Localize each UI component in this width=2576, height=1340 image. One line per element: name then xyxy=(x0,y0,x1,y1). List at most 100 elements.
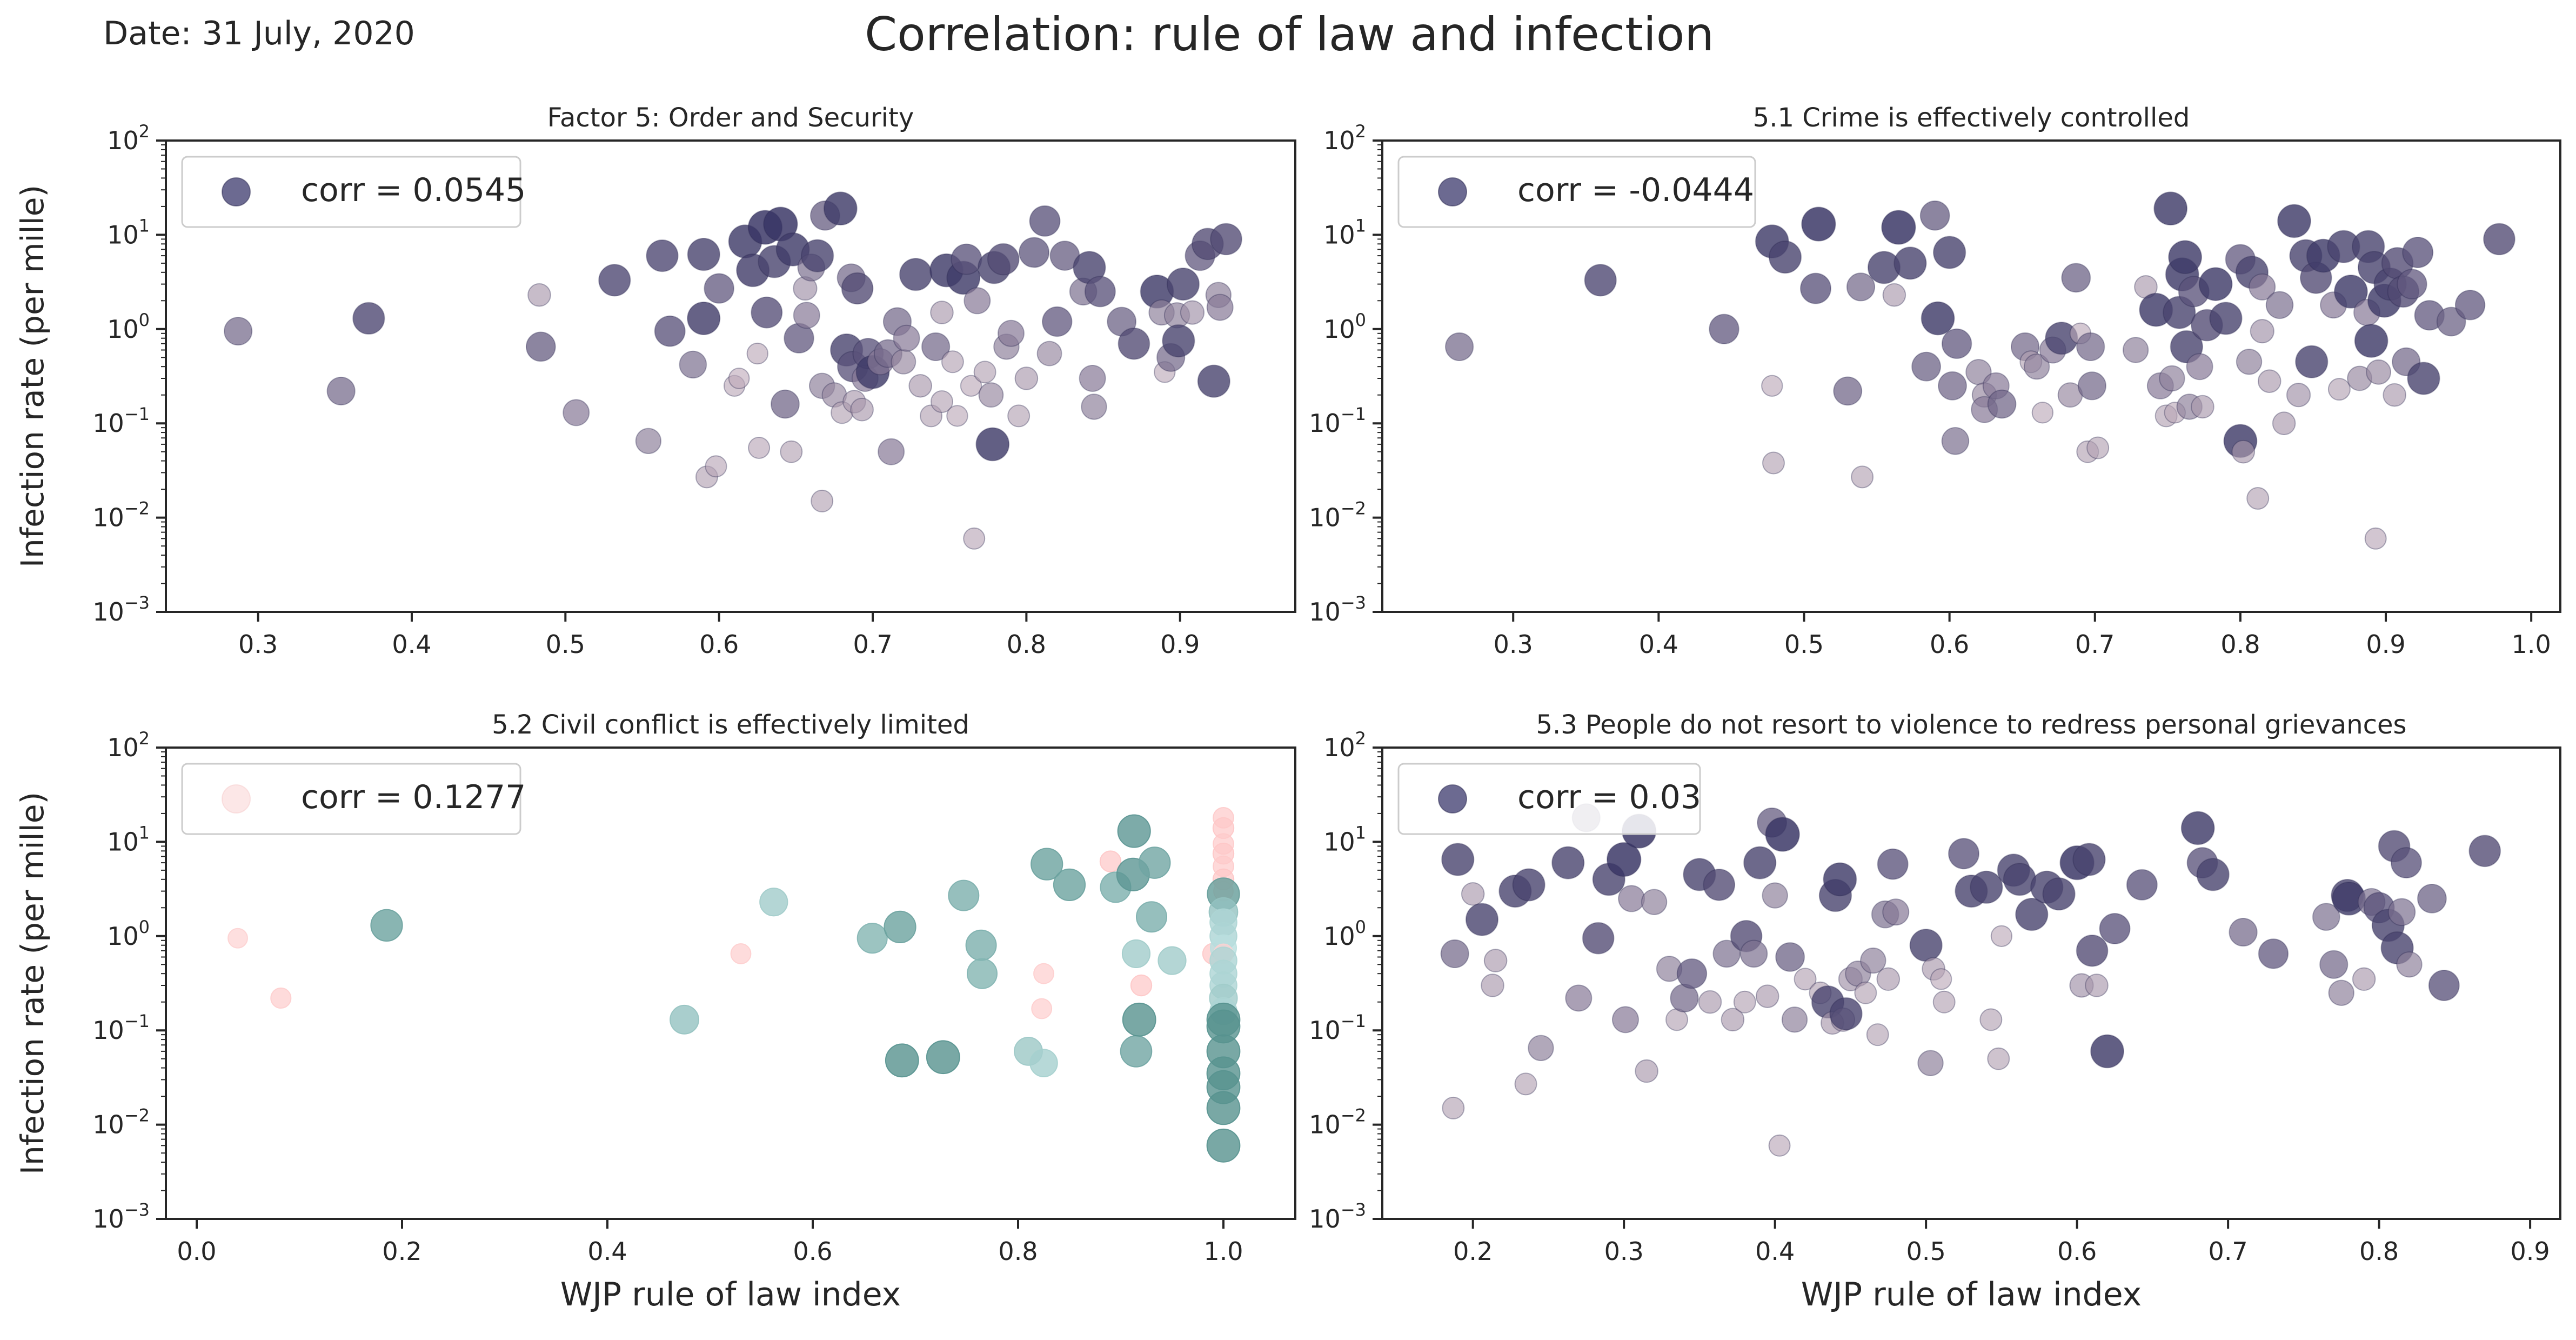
x-tick-label: 0.6 xyxy=(699,630,739,659)
x-tick-label: 0.8 xyxy=(2359,1237,2399,1266)
y-tick-label: 10−3 xyxy=(1309,1199,1366,1234)
data-point xyxy=(751,296,783,329)
data-point xyxy=(1007,404,1031,428)
data-point xyxy=(730,943,752,964)
data-point xyxy=(857,923,888,954)
data-point xyxy=(2072,843,2106,876)
data-point xyxy=(1941,328,1972,359)
data-point xyxy=(2076,935,2109,967)
data-point xyxy=(2396,951,2423,978)
data-point xyxy=(1441,843,1475,876)
data-point xyxy=(1120,1035,1153,1068)
data-point xyxy=(1157,946,1187,975)
data-point xyxy=(811,489,834,512)
data-point xyxy=(960,375,982,397)
x-tick-label: 0.4 xyxy=(1639,630,1678,659)
data-point xyxy=(527,283,551,307)
x-tick-label: 0.6 xyxy=(793,1237,832,1266)
data-point xyxy=(2436,306,2466,337)
data-point xyxy=(1099,850,1122,872)
data-point xyxy=(1138,846,1171,879)
data-point xyxy=(2257,369,2281,394)
data-point xyxy=(1833,376,1863,406)
data-point xyxy=(2354,324,2388,358)
data-point xyxy=(2196,858,2230,891)
data-point xyxy=(1876,967,1901,991)
y-tick-label: 10−1 xyxy=(1309,1011,1366,1045)
data-point xyxy=(1130,974,1153,997)
data-point xyxy=(2312,903,2340,931)
x-tick-label: 0.2 xyxy=(382,1237,421,1266)
data-point xyxy=(1768,1134,1791,1157)
data-point xyxy=(850,397,874,422)
scatter-points xyxy=(224,191,1242,550)
y-tick-label: 10−3 xyxy=(92,592,150,626)
data-point xyxy=(705,455,727,478)
data-point xyxy=(1206,1091,1241,1125)
y-tick-label: 10−2 xyxy=(92,1105,150,1139)
data-point xyxy=(1987,1047,2010,1070)
data-point xyxy=(1712,939,1741,968)
x-tick-label: 0.6 xyxy=(1930,630,1969,659)
data-point xyxy=(1461,882,1485,906)
data-point xyxy=(2327,378,2351,401)
data-point xyxy=(1743,846,1777,879)
data-point xyxy=(654,315,686,347)
data-point xyxy=(1970,870,2003,904)
data-point xyxy=(1866,1023,1889,1046)
data-point xyxy=(926,1040,960,1075)
data-point xyxy=(2186,353,2213,381)
data-point xyxy=(1775,942,1805,972)
data-point xyxy=(941,350,964,374)
data-point xyxy=(1033,963,1054,984)
data-point xyxy=(2454,290,2486,321)
data-point xyxy=(2023,354,2050,380)
data-point xyxy=(728,368,750,389)
data-point xyxy=(2085,974,2109,997)
data-point xyxy=(2086,436,2110,459)
data-point xyxy=(1528,1035,1554,1062)
data-point xyxy=(2153,191,2188,226)
data-point xyxy=(1846,272,1876,302)
data-point xyxy=(1206,294,1234,321)
data-point xyxy=(1703,869,1736,901)
y-axis-label: Infection rate (per mille) xyxy=(14,185,51,568)
data-point xyxy=(1641,889,1668,915)
data-point xyxy=(2229,917,2258,947)
legend-label: corr = 0.0545 xyxy=(301,171,526,209)
data-point xyxy=(780,440,803,463)
data-point xyxy=(2265,291,2294,319)
data-point xyxy=(2077,371,2106,401)
data-point xyxy=(921,332,951,362)
y-axis-label: Infection rate (per mille) xyxy=(14,792,51,1175)
legend-label: corr = -0.0444 xyxy=(1517,171,1754,209)
data-point xyxy=(563,399,590,426)
data-point xyxy=(2397,269,2427,299)
data-point xyxy=(2402,237,2434,269)
axes-frame xyxy=(165,139,1296,613)
y-tick-label: 100 xyxy=(107,310,150,344)
data-point xyxy=(1860,947,1886,974)
legend-marker xyxy=(1438,177,1467,206)
data-point xyxy=(2328,979,2354,1006)
x-tick-label: 1.0 xyxy=(2512,630,2551,659)
legend-label: corr = 0.03 xyxy=(1517,778,1701,816)
data-point xyxy=(841,272,874,305)
data-point xyxy=(2428,969,2460,1001)
data-point xyxy=(1162,324,1195,358)
data-point xyxy=(525,331,556,362)
data-point xyxy=(2061,263,2091,293)
y-tick-label: 10−3 xyxy=(92,1199,150,1234)
data-point xyxy=(2031,402,2054,424)
data-point xyxy=(326,376,356,406)
data-point xyxy=(2319,950,2348,979)
subplot-title: Factor 5: Order and Security xyxy=(547,103,914,133)
subplot-1: Factor 5: Order and Security 0.3 0.4 0.5 0.6… xyxy=(14,103,1296,659)
data-point xyxy=(224,317,253,346)
data-point xyxy=(987,243,1020,276)
legend-box xyxy=(181,156,521,228)
data-point xyxy=(1882,283,1906,307)
data-point xyxy=(2042,877,2076,911)
data-point xyxy=(687,238,720,271)
legend: corr = 0.1277 xyxy=(181,763,526,835)
